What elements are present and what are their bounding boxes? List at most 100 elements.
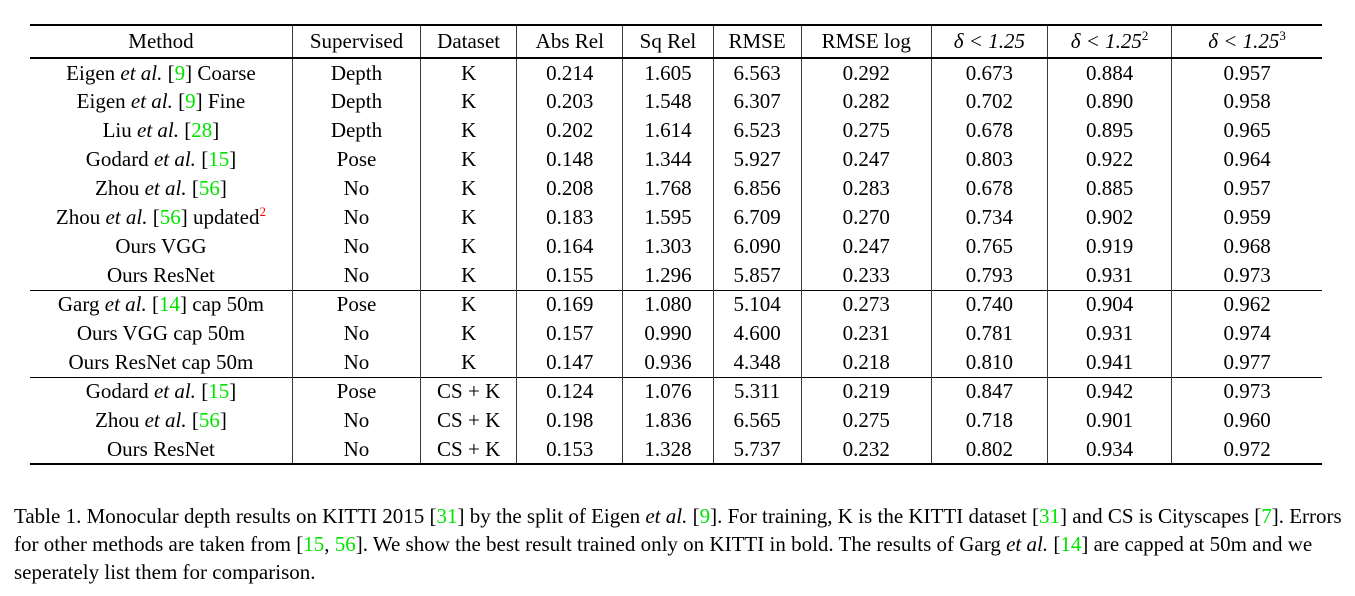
metric-value-cell: 1.080 bbox=[622, 290, 713, 319]
metric-value-cell: 0.233 bbox=[800, 261, 932, 290]
metric-value-cell: 6.709 bbox=[712, 203, 802, 232]
metric-value-cell: 0.718 bbox=[930, 406, 1048, 435]
metric-value-cell: 1.605 bbox=[622, 58, 713, 87]
table-row: Ours ResNet cap 50m No K 0.147 0.936 4.348 0.2… bbox=[30, 348, 1322, 377]
metric-value-cell: 0.183 bbox=[516, 203, 623, 232]
citation-link[interactable]: 56 bbox=[334, 532, 356, 556]
citation-link[interactable]: 9 bbox=[699, 504, 711, 528]
method-cell: Ours ResNet cap 50m bbox=[30, 348, 292, 377]
metric-value-cell: 0.282 bbox=[800, 87, 932, 116]
method-cell: Liu et al. [28] bbox=[30, 116, 292, 145]
metric-value-cell: 0.734 bbox=[930, 203, 1048, 232]
text-segment: ] cap 50m bbox=[180, 292, 264, 317]
text-segment: [ bbox=[162, 60, 175, 85]
citation-link[interactable]: 56 bbox=[159, 205, 181, 229]
metric-value-cell: 0.765 bbox=[930, 232, 1048, 261]
supervised-cell: No bbox=[291, 319, 421, 348]
citation-link[interactable]: 9 bbox=[174, 60, 186, 85]
citation-link[interactable]: 31 bbox=[436, 504, 458, 528]
header-label: Dataset bbox=[437, 29, 501, 53]
text-segment: [ bbox=[147, 205, 160, 229]
et-al-text: et al. bbox=[120, 60, 163, 85]
metric-value-cell: 0.203 bbox=[516, 87, 623, 116]
text-segment: ] by the split of Eigen bbox=[457, 504, 646, 528]
text-segment: ] bbox=[229, 147, 237, 171]
table-header-row: Method Supervised Dataset Abs Rel Sq Rel RMSE… bbox=[30, 25, 1322, 58]
metric-value-cell: 0.901 bbox=[1046, 406, 1172, 435]
supervised-cell: Depth bbox=[291, 87, 421, 116]
citation-link[interactable]: 28 bbox=[191, 118, 213, 142]
text-segment: Godard bbox=[85, 147, 154, 171]
table-row: Zhou et al. [56] updated2 No K 0.183 1.595 6.… bbox=[30, 203, 1322, 232]
footnote-superscript: 2 bbox=[259, 204, 266, 219]
metric-value-cell: 0.810 bbox=[930, 348, 1048, 377]
text-segment: ] bbox=[212, 118, 220, 142]
metric-value-cell: 0.673 bbox=[930, 58, 1048, 87]
table-group-1: Eigen et al. [9] Coarse Depth K 0.214 1.605 6… bbox=[30, 58, 1322, 290]
method-cell: Garg et al. [14] cap 50m bbox=[30, 290, 292, 319]
text-segment: [ bbox=[186, 176, 199, 200]
text-segment: Eigen bbox=[76, 89, 131, 113]
text-segment: [ bbox=[1048, 532, 1061, 556]
supervised-cell: Pose bbox=[291, 145, 421, 174]
citation-link[interactable]: 56 bbox=[198, 408, 220, 432]
text-segment: Eigen bbox=[66, 60, 121, 85]
exponent: 3 bbox=[1279, 28, 1286, 43]
text-segment: ] bbox=[219, 408, 227, 432]
column-header: Supervised bbox=[291, 25, 421, 58]
column-header: Sq Rel bbox=[622, 25, 713, 58]
citation-link[interactable]: 31 bbox=[1039, 504, 1060, 528]
text-segment: Liu bbox=[102, 118, 138, 142]
et-al-text: et al. bbox=[153, 147, 196, 171]
metric-value-cell: 0.922 bbox=[1046, 145, 1172, 174]
method-cell: Ours VGG cap 50m bbox=[30, 319, 292, 348]
citation-link[interactable]: 56 bbox=[198, 176, 220, 200]
table-row: Liu et al. [28] Depth K 0.202 1.614 6.523 0.27… bbox=[30, 116, 1322, 145]
citation-link[interactable]: 7 bbox=[1261, 504, 1272, 528]
dataset-cell: K bbox=[420, 116, 517, 145]
metric-value-cell: 0.208 bbox=[516, 174, 623, 203]
text-segment: Ours ResNet bbox=[106, 436, 215, 461]
metric-value-cell: 0.202 bbox=[516, 116, 623, 145]
metric-value-cell: 0.965 bbox=[1171, 116, 1322, 145]
text-segment: Ours VGG bbox=[115, 234, 207, 258]
dataset-cell: K bbox=[420, 145, 517, 174]
table-caption: Table 1. Monocular depth results on KITT… bbox=[10, 502, 1355, 586]
metric-value-cell: 0.214 bbox=[516, 58, 623, 87]
metric-value-cell: 0.275 bbox=[800, 406, 932, 435]
metric-value-cell: 1.595 bbox=[622, 203, 713, 232]
metric-value-cell: 0.990 bbox=[622, 319, 713, 348]
et-al-text: et al. bbox=[153, 379, 196, 404]
method-cell: Zhou et al. [56] bbox=[30, 406, 292, 435]
text-segment: [ bbox=[179, 118, 192, 142]
metric-value-cell: 6.563 bbox=[712, 58, 802, 87]
method-cell: Ours ResNet bbox=[30, 435, 292, 464]
citation-link[interactable]: 15 bbox=[303, 532, 325, 556]
table-row: Zhou et al. [56] No K 0.208 1.768 6.856 0.283 0… bbox=[30, 174, 1322, 203]
column-header: δ < 1.252 bbox=[1046, 25, 1172, 58]
method-cell: Eigen et al. [9] Coarse bbox=[30, 58, 292, 87]
metric-value-cell: 0.934 bbox=[1046, 435, 1172, 464]
metric-value-cell: 5.857 bbox=[712, 261, 802, 290]
citation-link[interactable]: 15 bbox=[208, 379, 230, 404]
dataset-cell: K bbox=[420, 174, 517, 203]
citation-link[interactable]: 14 bbox=[1060, 532, 1082, 556]
header-label: Supervised bbox=[309, 29, 404, 53]
metric-value-cell: 0.802 bbox=[930, 435, 1048, 464]
text-segment: Zhou bbox=[95, 408, 145, 432]
metric-value-cell: 0.275 bbox=[800, 116, 932, 145]
citation-link[interactable]: 14 bbox=[159, 292, 180, 317]
metric-value-cell: 0.902 bbox=[1046, 203, 1172, 232]
metric-value-cell: 0.942 bbox=[1046, 377, 1172, 406]
metric-value-cell: 0.803 bbox=[930, 145, 1048, 174]
method-cell: Godard et al. [15] bbox=[30, 377, 292, 406]
et-al-text: et al. bbox=[645, 504, 688, 528]
dataset-cell: K bbox=[420, 348, 517, 377]
et-al-text: et al. bbox=[144, 408, 187, 432]
citation-link[interactable]: 15 bbox=[208, 147, 230, 171]
metric-value-cell: 0.273 bbox=[800, 290, 932, 319]
column-header: δ < 1.253 bbox=[1171, 25, 1322, 58]
metric-value-cell: 0.931 bbox=[1046, 319, 1172, 348]
citation-link[interactable]: 9 bbox=[185, 89, 196, 113]
